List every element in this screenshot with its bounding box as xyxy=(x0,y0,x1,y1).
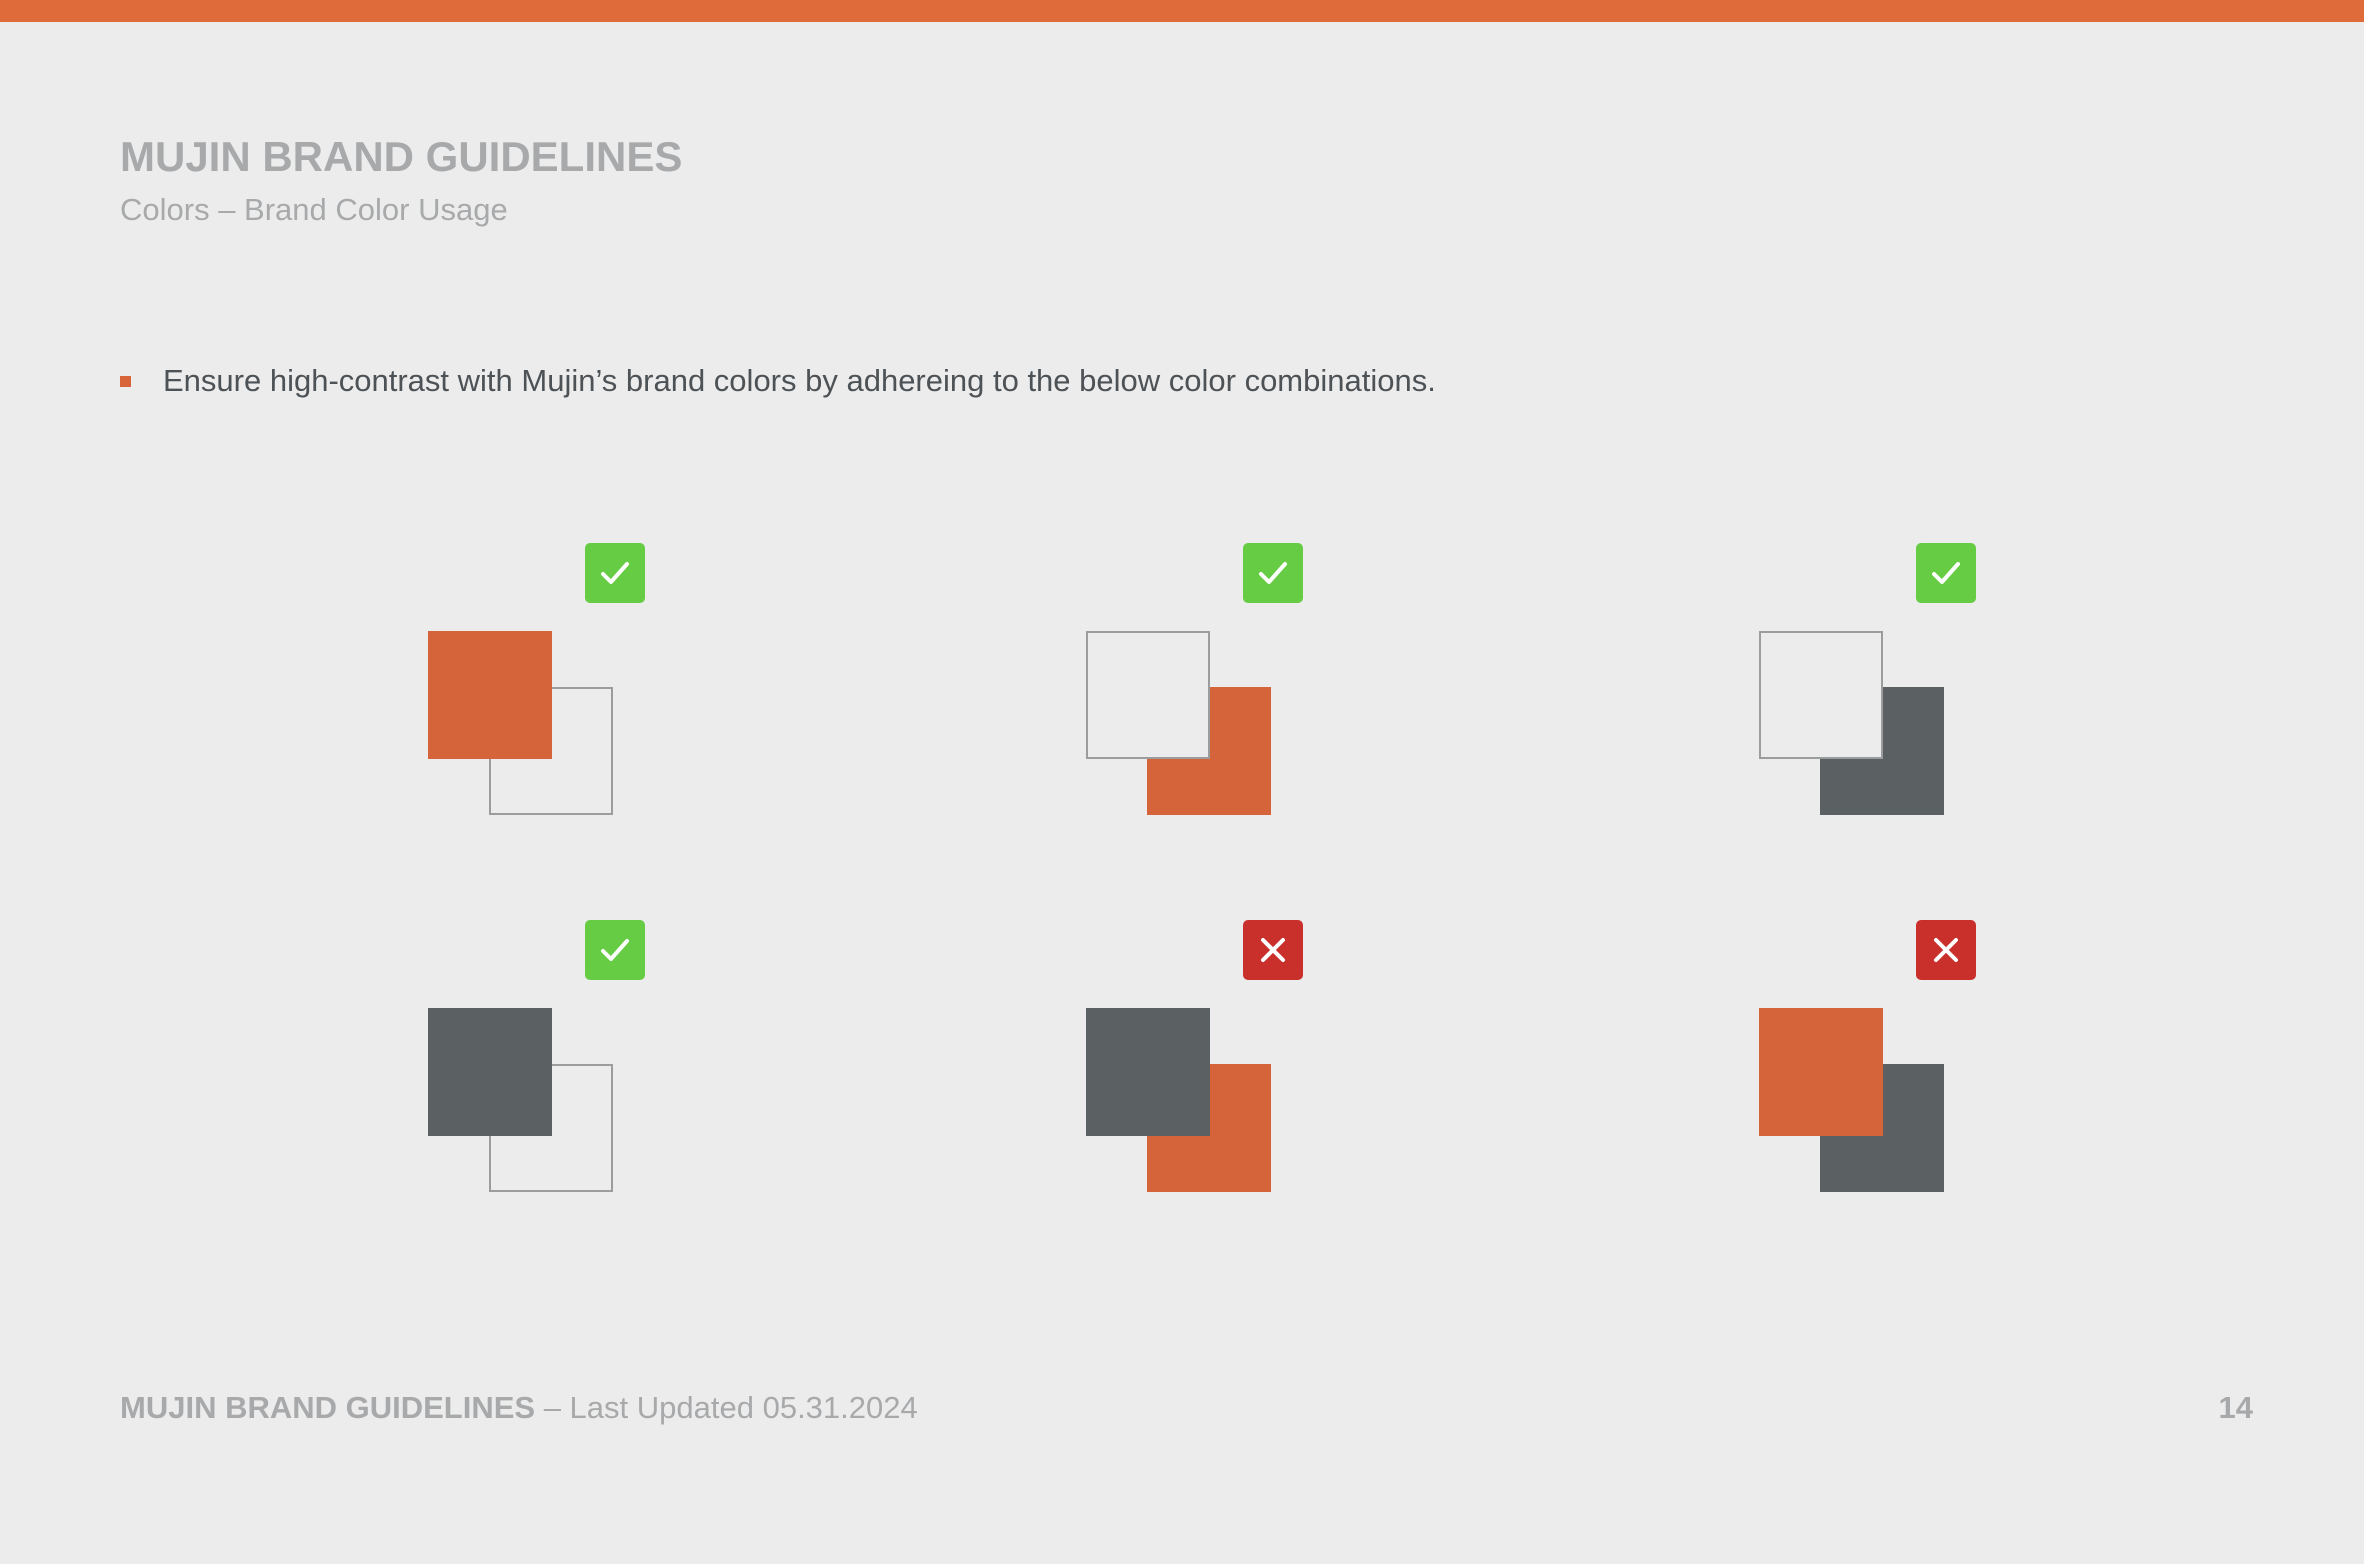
page-title: MUJIN BRAND GUIDELINES xyxy=(120,133,683,180)
checkmark-icon xyxy=(1259,562,1287,584)
bullet-text: Ensure high-contrast with Mujin’s brand … xyxy=(163,363,1436,398)
approved-badge xyxy=(1916,543,1976,603)
approved-badge xyxy=(585,543,645,603)
combo-orange-on-gray xyxy=(1759,920,1999,1228)
footer-updated: – Last Updated 05.31.2024 xyxy=(535,1390,918,1425)
orange-square xyxy=(428,631,552,759)
combo-white-on-orange xyxy=(1086,543,1326,851)
white-square xyxy=(1759,631,1883,759)
checkmark-icon xyxy=(1932,562,1960,584)
footer: MUJIN BRAND GUIDELINES – Last Updated 05… xyxy=(120,1390,918,1426)
white-square xyxy=(1086,631,1210,759)
checkmark-icon xyxy=(601,562,629,584)
rejected-badge xyxy=(1243,920,1303,980)
bullet-item: Ensure high-contrast with Mujin’s brand … xyxy=(120,358,1436,404)
rejected-badge xyxy=(1916,920,1976,980)
page-number: 14 xyxy=(2218,1390,2253,1425)
combo-white-on-gray xyxy=(1759,543,1999,851)
checkmark-icon xyxy=(601,939,629,961)
approved-badge xyxy=(1243,543,1303,603)
footer-brand: MUJIN BRAND GUIDELINES xyxy=(120,1390,536,1425)
x-mark-icon xyxy=(1934,938,1958,962)
page-subtitle: Colors – Brand Color Usage xyxy=(120,192,508,227)
orange-square xyxy=(1759,1008,1883,1136)
gray-square xyxy=(1086,1008,1210,1136)
gray-square xyxy=(428,1008,552,1136)
bullet-marker xyxy=(120,375,131,387)
combo-gray-on-orange xyxy=(1086,920,1326,1228)
approved-badge xyxy=(585,920,645,980)
combo-orange-on-white xyxy=(428,543,668,851)
x-mark-icon xyxy=(1261,938,1285,962)
top-accent-bar xyxy=(0,0,2364,22)
combo-gray-on-white xyxy=(428,920,668,1228)
